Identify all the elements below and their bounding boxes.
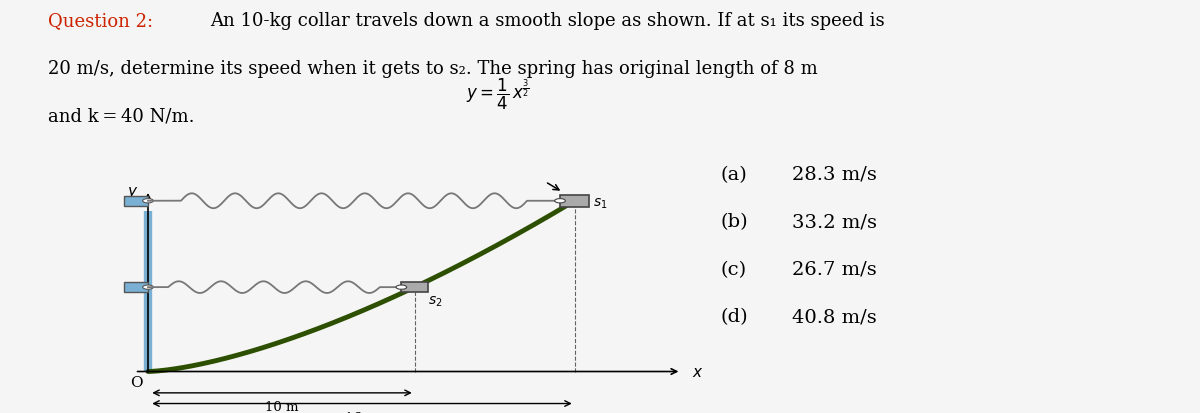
Text: (c): (c) <box>720 260 746 278</box>
Circle shape <box>554 199 565 203</box>
Text: 28.3 m/s: 28.3 m/s <box>792 165 877 183</box>
Text: Question 2:: Question 2: <box>48 12 154 30</box>
Text: $s_1$: $s_1$ <box>593 197 608 211</box>
Text: (a): (a) <box>720 165 746 183</box>
Bar <box>560 195 589 207</box>
Text: 26.7 m/s: 26.7 m/s <box>792 260 877 278</box>
Text: y: y <box>127 183 137 198</box>
Text: 10 m: 10 m <box>264 400 298 413</box>
Bar <box>124 197 148 206</box>
Text: 20 m/s, determine its speed when it gets to s₂. The spring has original length o: 20 m/s, determine its speed when it gets… <box>48 60 817 78</box>
Bar <box>401 282 428 293</box>
Circle shape <box>396 285 407 290</box>
Text: 33.2 m/s: 33.2 m/s <box>792 213 877 230</box>
Text: O: O <box>130 375 143 389</box>
Text: $y = \dfrac{1}{4}\,x^{\frac{3}{2}}$: $y = \dfrac{1}{4}\,x^{\frac{3}{2}}$ <box>466 76 530 112</box>
Text: x: x <box>692 364 701 379</box>
Text: $s_2$: $s_2$ <box>428 293 443 308</box>
Text: An 10-kg collar travels down a smooth slope as shown. If at s₁ its speed is: An 10-kg collar travels down a smooth sl… <box>210 12 884 30</box>
Text: (b): (b) <box>720 213 748 230</box>
Circle shape <box>143 199 154 203</box>
Text: (d): (d) <box>720 308 748 325</box>
Circle shape <box>143 285 154 290</box>
Bar <box>124 282 148 292</box>
Text: and k = 40 N/m.: and k = 40 N/m. <box>48 107 194 125</box>
Text: 16 m: 16 m <box>344 411 378 413</box>
Text: 40.8 m/s: 40.8 m/s <box>792 308 877 325</box>
